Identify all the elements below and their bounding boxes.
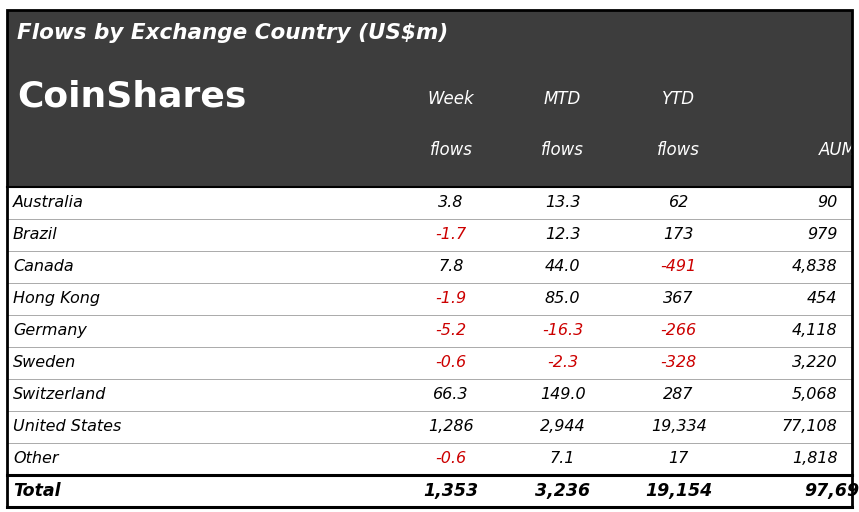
Text: Week: Week	[428, 90, 474, 108]
Text: 4,118: 4,118	[792, 324, 838, 338]
Text: 66.3: 66.3	[433, 388, 469, 402]
Text: 979: 979	[807, 227, 838, 242]
Text: -5.2: -5.2	[436, 324, 466, 338]
Text: 3,220: 3,220	[792, 355, 838, 370]
Text: 287: 287	[663, 388, 694, 402]
Text: -1.7: -1.7	[436, 227, 466, 242]
Text: United States: United States	[13, 419, 121, 434]
Text: 97,693: 97,693	[804, 482, 859, 500]
Text: 17: 17	[668, 452, 689, 466]
Text: AUM: AUM	[819, 141, 856, 159]
Text: 3.8: 3.8	[438, 196, 464, 210]
Text: 44.0: 44.0	[545, 260, 581, 274]
Text: 19,154: 19,154	[645, 482, 712, 500]
Text: 13.3: 13.3	[545, 196, 581, 210]
Text: Flows by Exchange Country (US$m): Flows by Exchange Country (US$m)	[17, 23, 448, 43]
Text: 12.3: 12.3	[545, 227, 581, 242]
Text: -1.9: -1.9	[436, 291, 466, 306]
Text: -266: -266	[661, 324, 697, 338]
Text: Hong Kong: Hong Kong	[13, 291, 100, 306]
Text: 7.8: 7.8	[438, 260, 464, 274]
Text: -2.3: -2.3	[547, 355, 578, 370]
Text: Canada: Canada	[13, 260, 74, 274]
Bar	[7, 10, 852, 187]
Text: 5,068: 5,068	[792, 388, 838, 402]
Text: 62: 62	[668, 196, 689, 210]
Text: 149.0: 149.0	[539, 388, 586, 402]
Text: Switzerland: Switzerland	[13, 388, 107, 402]
Text: 1,818: 1,818	[792, 452, 838, 466]
Text: -328: -328	[661, 355, 697, 370]
Text: 1,286: 1,286	[428, 419, 474, 434]
Text: 19,334: 19,334	[651, 419, 706, 434]
Text: Brazil: Brazil	[13, 227, 58, 242]
Text: 3,236: 3,236	[535, 482, 590, 500]
Text: 1,353: 1,353	[423, 482, 478, 500]
Text: 2,944: 2,944	[539, 419, 586, 434]
Text: Australia: Australia	[13, 196, 84, 210]
Text: YTD: YTD	[662, 90, 695, 108]
Text: 4,838: 4,838	[792, 260, 838, 274]
Text: Other: Other	[13, 452, 58, 466]
Text: 85.0: 85.0	[545, 291, 581, 306]
Text: -491: -491	[661, 260, 697, 274]
Text: -16.3: -16.3	[542, 324, 583, 338]
Text: MTD: MTD	[544, 90, 582, 108]
Text: 77,108: 77,108	[782, 419, 838, 434]
Text: Germany: Germany	[13, 324, 87, 338]
Text: 454: 454	[807, 291, 838, 306]
Text: -0.6: -0.6	[436, 452, 466, 466]
Text: flows: flows	[430, 141, 472, 159]
Text: CoinShares: CoinShares	[17, 79, 247, 113]
Text: flows: flows	[657, 141, 700, 159]
Text: flows: flows	[541, 141, 584, 159]
Text: 90: 90	[817, 196, 838, 210]
Text: 367: 367	[663, 291, 694, 306]
Text: Sweden: Sweden	[13, 355, 76, 370]
Text: 173: 173	[663, 227, 694, 242]
Text: Total: Total	[13, 482, 60, 500]
Text: 7.1: 7.1	[550, 452, 576, 466]
Text: -0.6: -0.6	[436, 355, 466, 370]
